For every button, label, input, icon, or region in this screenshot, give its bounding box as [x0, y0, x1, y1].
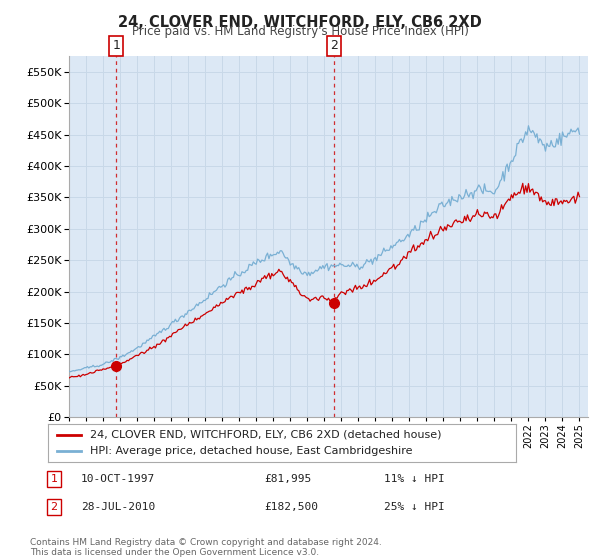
Text: 24, CLOVER END, WITCHFORD, ELY, CB6 2XD: 24, CLOVER END, WITCHFORD, ELY, CB6 2XD — [118, 15, 482, 30]
Text: 11% ↓ HPI: 11% ↓ HPI — [384, 474, 445, 484]
Text: £182,500: £182,500 — [264, 502, 318, 512]
Text: Price paid vs. HM Land Registry's House Price Index (HPI): Price paid vs. HM Land Registry's House … — [131, 25, 469, 38]
Text: HPI: Average price, detached house, East Cambridgeshire: HPI: Average price, detached house, East… — [90, 446, 413, 456]
Text: 25% ↓ HPI: 25% ↓ HPI — [384, 502, 445, 512]
Text: £81,995: £81,995 — [264, 474, 311, 484]
Text: 1: 1 — [50, 474, 58, 484]
Text: 2: 2 — [50, 502, 58, 512]
Text: 2: 2 — [330, 39, 338, 53]
Text: Contains HM Land Registry data © Crown copyright and database right 2024.
This d: Contains HM Land Registry data © Crown c… — [30, 538, 382, 557]
Text: 1: 1 — [112, 39, 120, 53]
Text: 28-JUL-2010: 28-JUL-2010 — [81, 502, 155, 512]
Text: 10-OCT-1997: 10-OCT-1997 — [81, 474, 155, 484]
Text: 24, CLOVER END, WITCHFORD, ELY, CB6 2XD (detached house): 24, CLOVER END, WITCHFORD, ELY, CB6 2XD … — [90, 430, 442, 440]
